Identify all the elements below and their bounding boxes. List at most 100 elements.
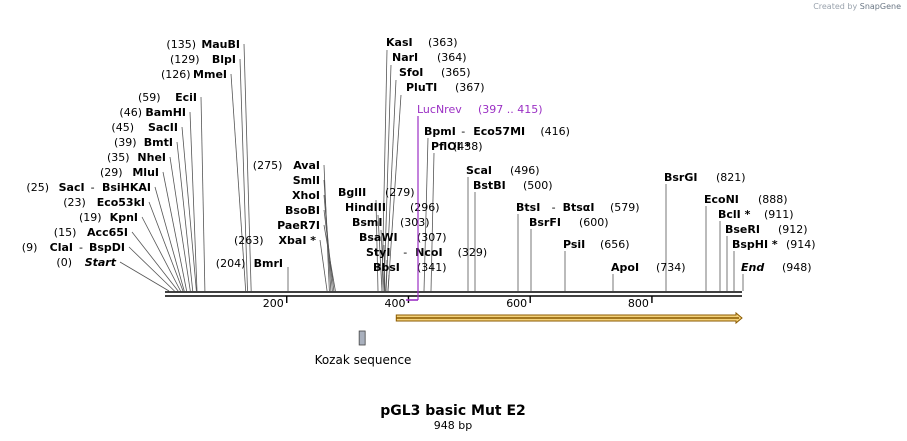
position-label: (365) [441, 66, 471, 79]
leader-line [176, 141, 194, 292]
leader-line [323, 224, 336, 292]
enzyme-label: BsoBI [285, 204, 320, 217]
position-label: (912) [778, 223, 808, 236]
position-label: (135) [166, 38, 196, 51]
position-label: (129) [170, 53, 200, 66]
enzyme-label: Eco53kI [97, 196, 145, 209]
map-title: pGL3 basic Mut E2 [380, 403, 526, 419]
position-label: (204) [216, 257, 246, 270]
leader-line [383, 244, 386, 292]
leader-line [319, 239, 328, 292]
position-label: (367) [455, 81, 485, 94]
enzyme-label: EcoNI [704, 193, 739, 206]
enzyme-label: StyI [366, 246, 390, 259]
enzyme-label: HindIII [345, 201, 386, 214]
enzyme-label: PflOI * [431, 140, 470, 153]
enzyme-label: KpnI [110, 211, 138, 224]
position-label: (45) [111, 121, 134, 134]
leader-line [385, 79, 397, 292]
leader-line [385, 259, 388, 292]
label-dash: - [403, 246, 407, 259]
enzyme-label: NarI [392, 51, 418, 64]
enzyme-label: BspHI * [732, 238, 778, 251]
snapgene-brand: SnapGene [859, 2, 901, 11]
position-label: (821) [716, 171, 746, 184]
position-label: (303) [400, 216, 430, 229]
label-dash: - [79, 241, 83, 254]
enzyme-label: BsaWI [359, 231, 398, 244]
snapgene-credit: Created by SnapGene [813, 2, 901, 11]
position-label: (46) [119, 106, 142, 119]
position-label: (363) [428, 36, 458, 49]
enzyme-label: BclI * [718, 208, 751, 221]
tick-label: 400 [384, 297, 405, 310]
position-label: (19) [79, 211, 102, 224]
leader-line [230, 73, 247, 292]
position-label: (126) [161, 68, 191, 81]
kozak-label: Kozak sequence [315, 353, 412, 367]
leader-line [189, 111, 198, 292]
enzyme-label: BsrFI [529, 216, 561, 229]
enzyme-label: Eco57MI [473, 125, 525, 138]
leader-line [181, 126, 197, 292]
enzyme-label: BmrI [254, 257, 283, 270]
enzyme-label: AvaI [293, 159, 320, 172]
position-label: (364) [437, 51, 467, 64]
leader-line [381, 49, 388, 292]
enzyme-label: SacII [148, 121, 178, 134]
enzyme-label: Acc65I [87, 226, 128, 239]
enzyme-label: BamHI [145, 106, 186, 119]
position-label: (911) [764, 208, 794, 221]
position-label: (263) [234, 234, 264, 247]
leader-line [243, 43, 252, 292]
position-label: (0) [56, 256, 72, 269]
leader-line [423, 137, 429, 292]
leader-line [380, 229, 385, 292]
position-label: (496) [510, 164, 540, 177]
position-label: (416) [540, 125, 570, 138]
tick-label: 600 [506, 297, 527, 310]
position-label: (59) [138, 91, 161, 104]
enzyme-label: ScaI [466, 164, 492, 177]
leader-line [131, 231, 179, 292]
enzyme-label: SfoI [399, 66, 423, 79]
enzyme-label: BsiHKAI [102, 181, 151, 194]
map-length: 948 bp [434, 419, 472, 432]
enzyme-label: SacI [59, 181, 85, 194]
enzyme-label: BglII [338, 186, 366, 199]
enzyme-label: PluTI [406, 81, 437, 94]
position-label: (296) [410, 201, 440, 214]
position-label: (438) [453, 140, 483, 153]
enzyme-label: MluI [132, 166, 159, 179]
position-label: (29) [100, 166, 123, 179]
enzyme-label: BspDI [89, 241, 125, 254]
position-label: (656) [600, 238, 630, 251]
primer-range: (397 .. 415) [478, 103, 543, 116]
primer-label: LucNrev [417, 103, 462, 116]
enzyme-label: NcoI [415, 246, 442, 259]
position-label: (275) [253, 159, 283, 172]
leader-line [387, 274, 390, 292]
leader-line [430, 152, 435, 292]
end-label: End [741, 261, 764, 274]
tick-label: 200 [263, 297, 284, 310]
enzyme-label: BsmI [352, 216, 383, 229]
label-dash: - [91, 181, 95, 194]
leader-line [128, 246, 175, 292]
position-label: (329) [458, 246, 488, 259]
enzyme-label: XhoI [292, 189, 320, 202]
enzyme-label: EciI [175, 91, 197, 104]
leader-line [162, 171, 188, 292]
leader-line [148, 201, 184, 292]
enzyme-label: BtsαI [563, 201, 595, 214]
enzyme-label: BstBI [473, 179, 506, 192]
enzyme-label: ClaI [50, 241, 73, 254]
backbone: 200 400 600 800 [165, 291, 742, 310]
position-label: (341) [417, 261, 447, 274]
enzyme-label: BbsI [373, 261, 400, 274]
enzyme-label: MmeI [193, 68, 227, 81]
enzyme-label: BtsI [516, 201, 540, 214]
enzyme-label: BmtI [144, 136, 173, 149]
enzyme-label: ApoI [611, 261, 639, 274]
